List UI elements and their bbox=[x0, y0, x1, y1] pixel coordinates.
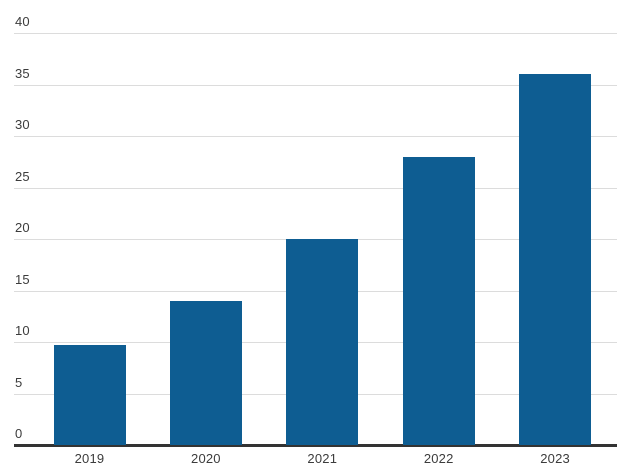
bar-2022 bbox=[402, 156, 475, 445]
y-axis-tick-label: 30 bbox=[15, 117, 30, 132]
y-axis-tick-label: 40 bbox=[15, 14, 30, 29]
bar-2021 bbox=[286, 239, 359, 445]
y-axis-tick-label: 20 bbox=[15, 220, 30, 235]
y-axis-tick-label: 0 bbox=[15, 426, 23, 441]
y-axis-tick-label: 5 bbox=[15, 374, 23, 390]
y-axis-tick-label: 25 bbox=[15, 168, 30, 184]
bar-2019 bbox=[53, 345, 126, 445]
x-axis-tick-label: 2023 bbox=[540, 451, 570, 466]
x-axis-tick-label: 2021 bbox=[307, 451, 338, 466]
x-axis-tick-label: 2020 bbox=[191, 451, 221, 466]
x-axis-tick-label: 2019 bbox=[74, 451, 105, 466]
bar-2020 bbox=[169, 300, 242, 445]
y-axis-tick-label: 10 bbox=[15, 323, 30, 338]
x-axis-tick-label: 2022 bbox=[423, 451, 454, 466]
y-gridline bbox=[14, 33, 617, 34]
bar-2023 bbox=[519, 74, 592, 445]
y-axis-tick-label: 35 bbox=[15, 65, 30, 81]
y-axis-tick-label: 15 bbox=[15, 271, 30, 287]
